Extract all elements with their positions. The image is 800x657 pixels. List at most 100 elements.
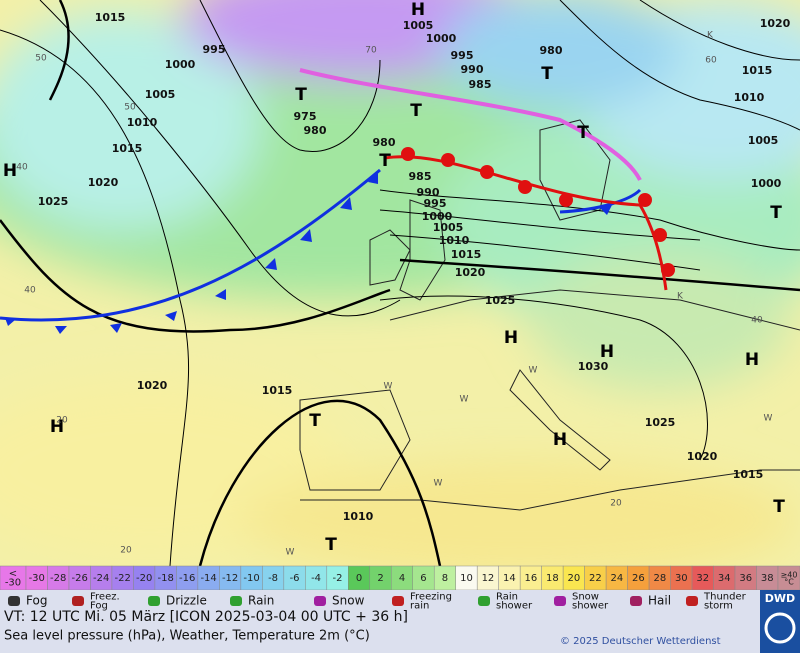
temp-label: 30 <box>675 573 688 584</box>
temp-label: 14 <box>503 573 516 584</box>
temp-label: 28 <box>653 573 666 584</box>
isotherm-label: K <box>707 31 714 41</box>
pressure-label: 1005 <box>748 134 779 147</box>
weather-icon <box>686 596 698 606</box>
pressure-label: 1000 <box>426 32 457 45</box>
temp-label: 36 <box>739 573 752 584</box>
temp-label: 8 <box>442 573 448 584</box>
pressure-label: 985 <box>409 170 432 183</box>
pressure-label: 995 <box>451 49 474 62</box>
coastlines <box>299 119 800 511</box>
pressure-center: H <box>50 417 64 437</box>
pressure-center: T <box>773 497 785 517</box>
pressure-label: 1010 <box>127 116 158 129</box>
pressure-label: 1000 <box>422 210 453 223</box>
weather-label: Freez. Fog <box>90 592 120 612</box>
temp-label: 16 <box>525 573 538 584</box>
pressure-center: T <box>577 123 589 143</box>
isotherm-label: 20 <box>610 499 622 509</box>
logo-text: DWD <box>765 592 795 605</box>
pressure-label: 990 <box>461 63 484 76</box>
weather-label: Rain <box>248 594 274 608</box>
isotherm-label: W <box>460 395 469 405</box>
isotherm-label: W <box>764 414 773 424</box>
pressure-label: 1020 <box>88 176 119 189</box>
logo-icon <box>764 612 796 644</box>
weather-label: Fog <box>26 594 47 608</box>
temp-label: -26 <box>72 573 88 584</box>
pressure-label: 1015 <box>451 248 482 261</box>
temp-label: -10 <box>243 573 259 584</box>
temp-label: -8 <box>268 573 278 584</box>
pressure-label: 980 <box>373 136 396 149</box>
temperature-legend: < -30 -30 -28 -26 -24 -22 -20 -18 -16 -14 -12 -10 -8-… <box>0 565 800 591</box>
weather-label: Snow <box>332 594 365 608</box>
occlusion <box>299 68 642 181</box>
pressure-center: H <box>3 161 17 181</box>
pressure-label: 1030 <box>578 360 609 373</box>
weather-label: Snow shower <box>572 592 609 612</box>
pressure-label: 1025 <box>485 294 516 307</box>
pressure-label: 1020 <box>137 379 168 392</box>
weather-label: Drizzle <box>166 594 207 608</box>
weather-icon <box>314 596 326 606</box>
pressure-center: T <box>295 85 307 105</box>
temp-label: 0 <box>356 573 362 584</box>
cold-front <box>0 168 642 334</box>
weather-legend: Fog Freez. Fog Drizzle Rain Snow Freezing rain R… <box>8 592 747 612</box>
isotherm-label: 20 <box>120 546 132 556</box>
valid-time: VT: 12 UTC Mi. 05 März [ICON 2025-03-04 … <box>4 609 408 625</box>
temp-label: 2 <box>377 573 383 584</box>
temp-label: 18 <box>546 573 559 584</box>
temp-label: -12 <box>222 573 238 584</box>
pressure-label: 1010 <box>343 510 374 523</box>
temp-label: -2 <box>333 573 343 584</box>
pressure-center: T <box>410 101 422 121</box>
pressure-label: 1015 <box>95 11 126 24</box>
weather-label: Hail <box>648 594 671 608</box>
pressure-label: 1010 <box>734 91 765 104</box>
pressure-center: H <box>745 350 759 370</box>
isotherm-label: 40 <box>751 316 763 326</box>
weather-label: Freezing rain <box>410 592 452 612</box>
weather-icon <box>554 596 566 606</box>
pressure-label: 1025 <box>645 416 676 429</box>
weather-icon <box>8 596 20 606</box>
isotherm-label: W <box>286 548 295 558</box>
isotherm-label: 60 <box>705 56 717 66</box>
pressure-label: 1015 <box>742 64 773 77</box>
pressure-label: 1000 <box>751 177 782 190</box>
pressure-label: 1015 <box>112 142 143 155</box>
isotherm-label: 50 <box>124 103 136 113</box>
temp-label: 10 <box>460 573 473 584</box>
temp-label: 34 <box>718 573 731 584</box>
pressure-label: 1005 <box>403 19 434 32</box>
pressure-label: 980 <box>540 44 563 57</box>
temp-label: 32 <box>696 573 709 584</box>
temp-label: -14 <box>200 573 216 584</box>
temp-label: 24 <box>610 573 623 584</box>
pressure-label: 1025 <box>38 195 69 208</box>
temp-label: -16 <box>179 573 195 584</box>
pressure-label: 1020 <box>687 450 718 463</box>
pressure-label: 1020 <box>455 266 486 279</box>
warm-front <box>384 147 675 291</box>
pressure-label: 1015 <box>733 468 764 481</box>
temp-label: -28 <box>50 573 66 584</box>
pressure-center: H <box>600 342 614 362</box>
pressure-label: 1015 <box>262 384 293 397</box>
isotherm-label: 40 <box>24 286 36 296</box>
weather-label: Thunder storm <box>703 592 747 612</box>
isotherm-label: W <box>384 382 393 392</box>
temp-label-high: ≥40 °C <box>781 570 798 586</box>
pressure-center: T <box>379 151 391 171</box>
pressure-label: 1005 <box>433 221 464 234</box>
isotherm-label: W <box>529 366 538 376</box>
pressure-label: 995 <box>203 43 226 56</box>
pressure-center: H <box>411 0 425 20</box>
isobars <box>0 0 800 567</box>
isotherm-label: K <box>677 292 684 302</box>
pressure-center: H <box>504 328 518 348</box>
